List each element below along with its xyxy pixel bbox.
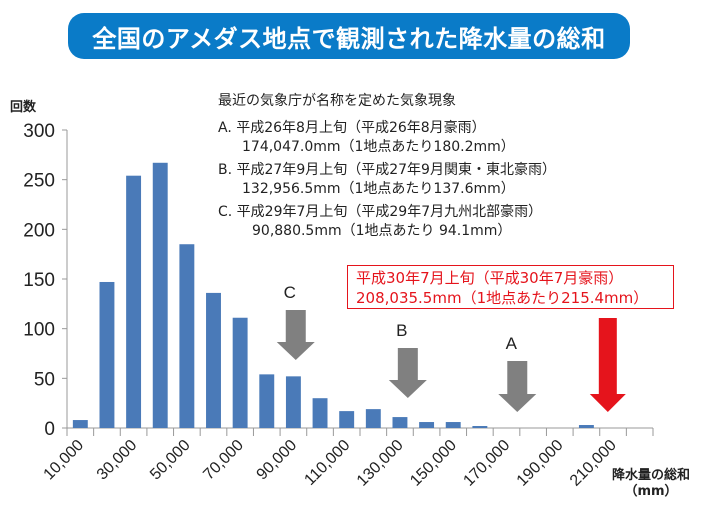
x-tick-label: 90,000 — [254, 437, 301, 484]
x-tick-label: 30,000 — [94, 437, 141, 484]
note-b-title: B. 平成27年9月上旬（平成27年9月関東・東北豪雨） — [218, 162, 556, 178]
event-arrow-icon — [276, 310, 315, 360]
event-arrow-label: A — [506, 334, 518, 353]
note-a-value: 174,047.0mm（1地点あたり180.2mm） — [242, 139, 515, 155]
y-tick-label: 50 — [34, 369, 55, 390]
x-tick-label: 10,000 — [41, 437, 88, 484]
bar — [99, 281, 115, 428]
bar — [472, 426, 488, 428]
note-b: B. 平成27年9月上旬（平成27年9月関東・東北豪雨） 132,956.5mm… — [218, 161, 556, 199]
y-tick-label: 100 — [23, 320, 55, 341]
y-tick-label: 0 — [44, 419, 55, 440]
highlight-title: 平成30年7月上旬（平成30年7月豪雨） — [356, 269, 624, 287]
x-axis-label-unit: （mm） — [624, 484, 678, 499]
x-axis-label: 降水量の総和 （mm） — [612, 468, 690, 500]
x-tick-label: 50,000 — [147, 437, 194, 484]
x-tick-label: 170,000 — [460, 437, 513, 490]
bar — [312, 398, 328, 428]
event-arrow-icon — [388, 348, 427, 398]
bar — [578, 425, 594, 428]
highlight-value: 208,035.5mm（1地点あたり215.4mm） — [356, 289, 649, 307]
event-notes: 最近の気象庁が名称を定めた気象現象 A. 平成26年8月上旬（平成26年8月豪雨… — [218, 92, 556, 245]
bar — [365, 409, 381, 428]
bar — [259, 374, 275, 428]
bar — [419, 422, 435, 428]
bar — [392, 417, 408, 428]
note-b-value: 132,956.5mm（1地点あたり137.6mm） — [242, 181, 515, 197]
bar — [206, 292, 221, 428]
event-arrow-label: C — [284, 283, 296, 302]
y-tick-label: 300 — [23, 121, 55, 142]
bar — [72, 420, 88, 428]
bar — [445, 422, 461, 428]
x-tick-label: 130,000 — [354, 437, 407, 490]
bar — [126, 175, 142, 428]
notes-heading: 最近の気象庁が名称を定めた気象現象 — [218, 93, 456, 109]
note-c-title: C. 平成29年7月上旬（平成29年7月九州北部豪雨） — [218, 204, 543, 220]
y-tick-label: 250 — [23, 171, 55, 192]
bar — [232, 317, 248, 428]
chart-title-banner: 全国のアメダス地点で観測された降水量の総和 — [68, 13, 630, 59]
event-arrow-label: B — [396, 321, 407, 340]
event-arrow-icon — [498, 361, 537, 412]
y-tick-label: 200 — [23, 220, 55, 241]
x-tick-label: 110,000 — [301, 437, 353, 489]
x-tick-label: 150,000 — [407, 437, 460, 490]
highlight-annotation-box: 平成30年7月上旬（平成30年7月豪雨） 208,035.5mm（1地点あたり2… — [347, 265, 674, 309]
bar — [339, 411, 355, 428]
note-a-title: A. 平成26年8月上旬（平成26年8月豪雨） — [218, 120, 486, 136]
y-axis-label: 回数 — [10, 100, 37, 115]
x-tick-label: 190,000 — [514, 437, 567, 490]
note-c-value: 90,880.5mm（1地点あたり 94.1mm） — [252, 223, 512, 239]
bar — [285, 376, 301, 428]
y-tick-label: 150 — [23, 270, 55, 291]
x-axis-label-text: 降水量の総和 — [612, 468, 691, 483]
bar — [152, 162, 168, 428]
note-a: A. 平成26年8月上旬（平成26年8月豪雨） 174,047.0mm（1地点あ… — [218, 119, 556, 157]
highlight-arrow-icon — [589, 318, 626, 412]
x-tick-label: 70,000 — [200, 437, 247, 484]
note-c: C. 平成29年7月上旬（平成29年7月九州北部豪雨） 90,880.5mm（1… — [218, 203, 556, 241]
bar — [179, 244, 195, 428]
